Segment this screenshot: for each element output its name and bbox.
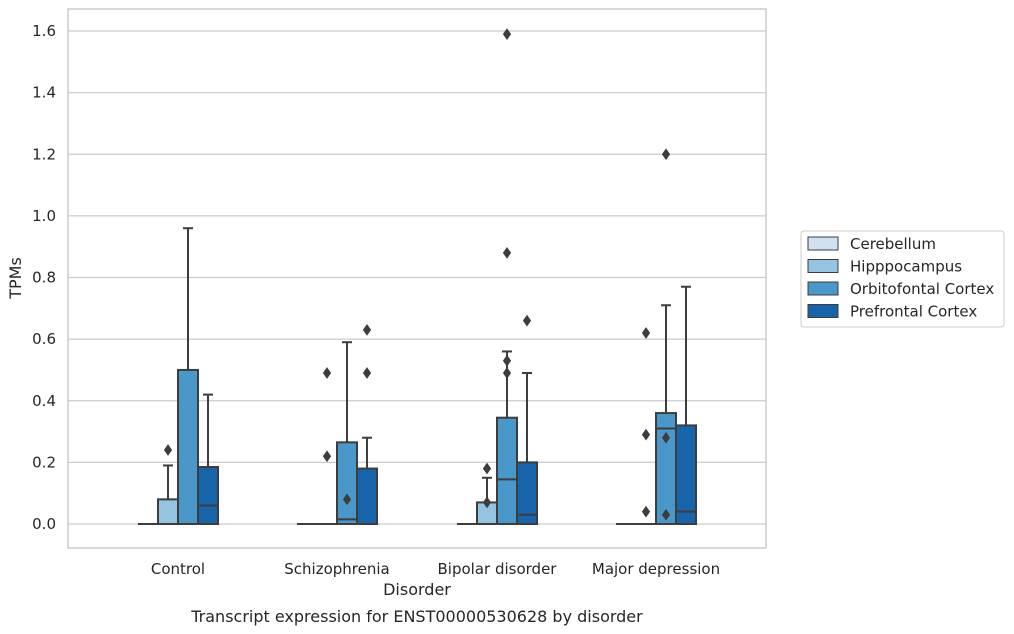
y-tick-label: 1.4 [32,84,56,102]
outlier-point [342,493,352,506]
legend-frame [800,230,1005,328]
y-axis-ticks: 0.0 0.2 0.4 0.6 0.8 1.0 1.2 1.4 1.6 [32,22,56,533]
y-tick-label: 1.6 [32,22,56,40]
outlier-point [502,246,512,259]
series-hipppocampus [157,327,656,526]
box-series [138,28,697,526]
y-tick-label: 1.2 [32,145,56,163]
series-prefrontal-cortex [197,285,697,526]
outlier-point [502,28,512,40]
outlier-point [482,496,492,509]
outlier-point [661,431,671,444]
legend-swatch [807,236,839,251]
y-tick-label: 0.2 [32,453,56,471]
outlier-point [322,367,332,379]
box [356,467,378,526]
box [496,416,518,525]
legend-label: Hipppocampus [850,258,962,276]
outlier-point [641,505,651,518]
legend-swatch [807,281,839,296]
outlier-point [322,450,332,463]
y-tick-label: 1.0 [32,207,56,225]
outlier-point [362,367,372,379]
x-axis-title: Disorder [383,580,451,599]
x-tick-label: Major depression [592,560,720,578]
y-tick-label: 0.8 [32,269,56,287]
outlier-point [502,367,512,379]
x-tick-label: Control [151,560,205,578]
series-orbitofontal-cortex [177,28,677,526]
outlier-point [522,314,532,327]
legend-label: Orbitofontal Cortex [850,280,994,298]
legend: Cerebellum Hipppocampus Orbitofontal Corte… [800,230,1005,328]
y-axis-title: TPMs [6,257,25,300]
chart-caption: Transcript expression for ENST0000053062… [190,607,643,626]
legend-swatch [807,304,839,318]
legend-swatch [807,259,839,273]
y-tick-label: 0.0 [32,515,56,533]
outlier-point [502,354,512,367]
outlier-point [641,428,651,441]
box [157,498,179,526]
y-tick-label: 0.4 [32,392,56,410]
legend-label: Prefrontal Cortex [850,303,977,321]
box [177,368,199,525]
box [197,465,219,526]
outlier-point [641,327,651,339]
y-tick-label: 0.6 [32,330,56,348]
box [655,412,677,526]
outlier-point [163,444,173,456]
x-tick-label: Schizophrenia [284,560,389,578]
outlier-point [362,324,372,336]
outlier-point [482,462,492,475]
x-tick-label: Bipolar disorder [438,560,558,578]
plot-area [67,8,767,549]
outlier-point [661,508,671,521]
box [336,441,358,525]
legend-label: Cerebellum [850,235,936,253]
box [516,461,538,525]
outlier-point [661,148,671,161]
box [675,424,697,525]
x-axis-ticks: Control Schizophrenia Bipolar disorder Majo… [151,560,720,578]
